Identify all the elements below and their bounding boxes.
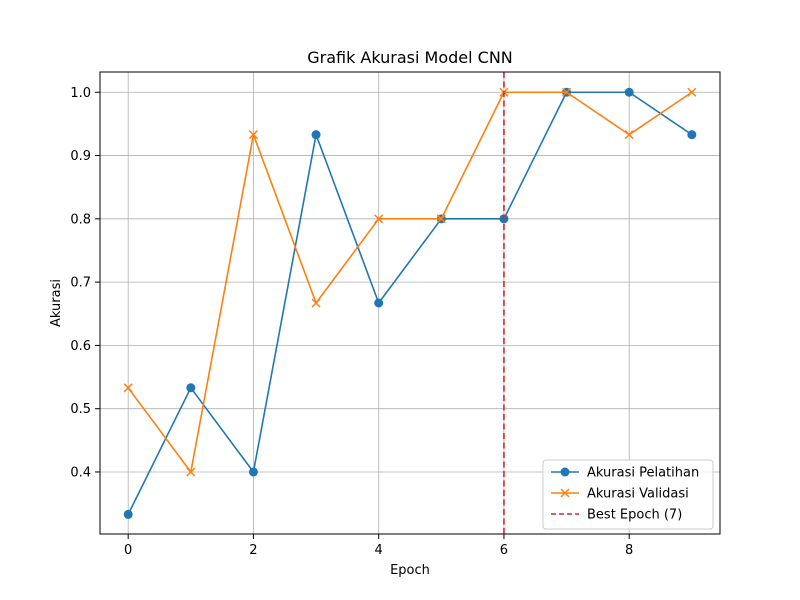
series-line-2	[127, 91, 693, 473]
x-tick-label: 6	[500, 543, 508, 558]
x-axis-label: Epoch	[390, 563, 430, 578]
y-axis-label: Akurasi	[49, 279, 64, 327]
data-point-2	[562, 87, 572, 97]
x-tick-label: 2	[249, 543, 257, 558]
data-point-2	[186, 467, 196, 477]
y-tick-label: 0.6	[70, 339, 91, 354]
plot-area-frame	[99, 71, 721, 535]
legend: Akurasi Pelatihan Akurasi Validasi Best Ep…	[542, 459, 714, 530]
legend-item: Best Epoch (7)	[551, 508, 682, 523]
y-tick-label: 0.7	[70, 276, 91, 291]
legend-item: Akurasi Pelatihan	[551, 466, 699, 481]
y-tick-label: 0.5	[70, 402, 91, 417]
data-point-1	[123, 509, 133, 519]
legend-marker	[560, 467, 570, 477]
legend-label: Akurasi Validasi	[587, 487, 689, 502]
x-tick-label: 8	[625, 543, 633, 558]
y-tick-label: 0.4	[70, 465, 91, 480]
legend-label: Akurasi Pelatihan	[587, 466, 699, 481]
data-point-2	[687, 87, 697, 97]
chart-title: Grafik Akurasi Model CNN	[307, 48, 513, 67]
data-point-1	[186, 383, 196, 393]
x-tick-label: 4	[375, 543, 383, 558]
y-tick-label: 0.9	[70, 149, 91, 164]
data-point-1	[248, 467, 258, 477]
data-point-2	[123, 383, 133, 393]
data-point-1	[687, 130, 697, 140]
legend-box	[542, 459, 714, 530]
x-tick-label: 0	[124, 543, 132, 558]
data-point-2	[311, 298, 321, 308]
series-layer	[123, 72, 697, 534]
data-point-2	[624, 130, 634, 140]
axis-ticks: 0 2 4 6 8 0.4 0.5 0.6 0.7 0.8 0.9 1.0	[70, 86, 633, 558]
y-tick-label: 0.8	[70, 212, 91, 227]
legend-marker	[560, 488, 570, 498]
data-point-1	[311, 130, 321, 140]
legend-item: Akurasi Validasi	[551, 487, 689, 502]
series-line-1	[127, 91, 693, 515]
data-point-2	[436, 214, 446, 224]
data-point-2	[374, 214, 384, 224]
data-point-2	[248, 130, 258, 140]
data-point-1	[624, 87, 634, 97]
y-tick-label: 1.0	[70, 86, 91, 101]
data-point-1	[374, 298, 384, 308]
legend-label: Best Epoch (7)	[587, 508, 682, 523]
